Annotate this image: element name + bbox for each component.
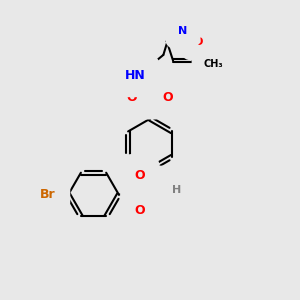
Text: Br: Br — [40, 188, 55, 201]
Text: O: O — [134, 169, 145, 182]
Text: N: N — [160, 181, 170, 194]
Text: S: S — [135, 187, 144, 200]
Text: CH₃: CH₃ — [203, 59, 223, 69]
Text: S: S — [146, 92, 154, 104]
Text: N: N — [178, 26, 187, 36]
Text: O: O — [127, 92, 137, 104]
Text: O: O — [134, 204, 145, 218]
Text: H: H — [172, 185, 182, 195]
Text: HN: HN — [125, 69, 146, 82]
Text: O: O — [163, 92, 173, 104]
Text: O: O — [194, 38, 203, 47]
